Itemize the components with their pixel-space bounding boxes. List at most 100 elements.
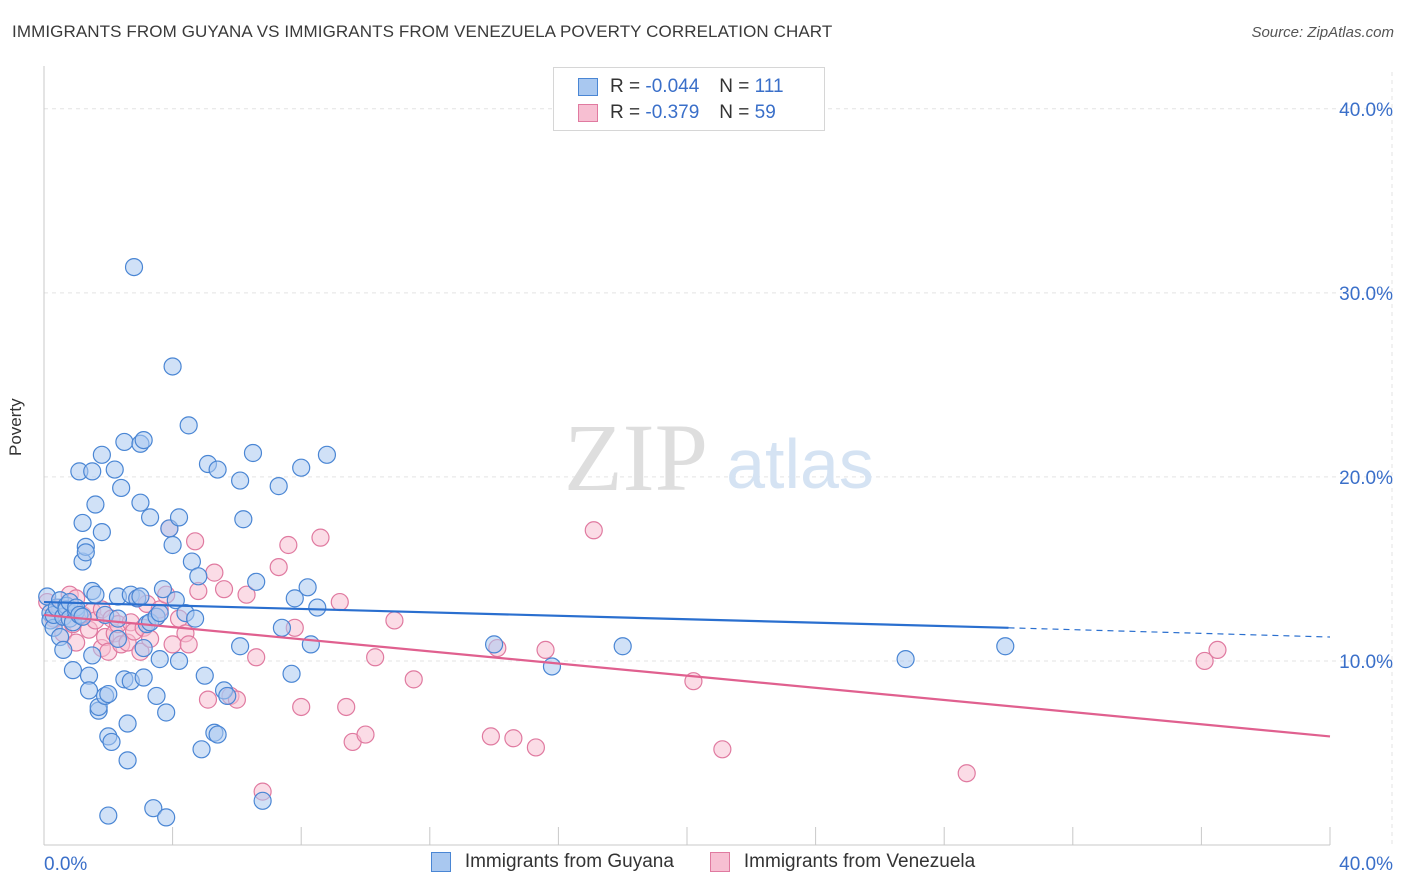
guyana-point [285, 589, 304, 608]
trend-lines [43, 600, 1331, 738]
guyana-point [195, 666, 214, 685]
venezuela-point [330, 592, 349, 612]
guyana-point [131, 493, 150, 512]
venezuela-point [713, 740, 732, 759]
y-tick-label: 10.0% [1339, 652, 1393, 673]
venezuela-point [526, 738, 545, 757]
venezuela-point [957, 764, 976, 783]
guyana-swatch [578, 78, 598, 96]
guyana-point [140, 508, 160, 527]
guyana-point [234, 510, 253, 529]
guyana-point [112, 478, 131, 498]
guyana-point [115, 432, 134, 452]
venezuela-trend-line [43, 613, 1331, 738]
guyana-point [192, 740, 211, 759]
guyana-point [282, 664, 301, 683]
guyana-point [298, 578, 317, 597]
guyana-point [144, 799, 163, 818]
venezuela-point [279, 535, 298, 555]
r-value: -0.379 [645, 102, 700, 123]
guyana-point [118, 714, 137, 733]
venezuela-point [205, 563, 224, 582]
guyana-point [189, 567, 208, 586]
guyana-trend-extension [1008, 627, 1331, 638]
venezuela-point [198, 690, 218, 709]
venezuela-point [1208, 640, 1227, 660]
guyana-point [179, 416, 198, 435]
legend-item-guyana: Immigrants from Guyana [430, 851, 674, 873]
r-label: R = [610, 76, 641, 97]
guyana-point [99, 806, 118, 825]
guyana-point [105, 460, 124, 479]
guyana-point [243, 443, 263, 463]
venezuela-point [584, 521, 603, 540]
guyana-point [157, 808, 176, 827]
guyana-point [896, 650, 915, 669]
guyana-point [108, 629, 128, 648]
guyana-point [134, 430, 153, 450]
legend-label-venezuela: Immigrants from Venezuela [743, 851, 976, 872]
guyana-point [218, 686, 237, 706]
n-label: N = [719, 76, 750, 97]
y-axis-label: Poverty [6, 398, 25, 456]
y-tick-label: 20.0% [1339, 468, 1393, 489]
guyana-point [108, 609, 128, 628]
guyana-point [134, 668, 153, 687]
venezuela-point [237, 585, 256, 604]
venezuela-points [38, 519, 1227, 801]
y-tick-label: 40.0% [1339, 100, 1393, 121]
chart-title: IMMIGRANTS FROM GUYANA VS IMMIGRANTS FRO… [12, 22, 833, 41]
guyana-point [73, 607, 92, 626]
series-legend: Immigrants from Guyana Immigrants from V… [0, 851, 1406, 873]
venezuela-legend-swatch [709, 852, 730, 872]
legend-row-venezuela: R = -0.379 N = 59 [578, 100, 776, 126]
guyana-points [38, 257, 1015, 827]
n-value: 59 [754, 102, 776, 123]
guyana-point [208, 725, 227, 744]
venezuela-point [247, 648, 266, 667]
guyana-point [124, 257, 144, 277]
axes [43, 66, 1331, 846]
guyana-legend-swatch [430, 852, 451, 872]
guyana-point [163, 357, 182, 376]
guyana-point [102, 732, 121, 752]
guyana-point [292, 458, 311, 477]
guyana-point [92, 445, 111, 464]
guyana-point [63, 661, 83, 680]
guyana-point [157, 703, 176, 722]
guyana-point [996, 637, 1015, 656]
guyana-point [272, 618, 292, 637]
guyana-point [253, 791, 272, 810]
guyana-point [169, 508, 189, 527]
venezuela-point [214, 580, 234, 599]
guyana-point [150, 603, 169, 623]
venezuela-point [186, 532, 205, 551]
guyana-point [208, 460, 227, 479]
watermark: ZIP atlas [564, 404, 874, 511]
tick-labels: 10.0% 20.0% 30.0% 40.0% 0.0% 40.0% [44, 100, 1393, 875]
guyana-point [269, 477, 288, 496]
guyana-point [186, 609, 205, 628]
venezuela-point [311, 528, 330, 547]
grid-lines [44, 72, 1393, 845]
legend-row-guyana: R = -0.044 N = 111 [578, 74, 784, 100]
n-value: 111 [754, 76, 784, 97]
x-tick-label-min: 0.0% [44, 854, 87, 875]
venezuela-point [385, 611, 404, 630]
guyana-point [169, 651, 189, 671]
r-value: -0.044 [645, 76, 700, 97]
venezuela-point [292, 697, 311, 717]
guyana-point [79, 681, 99, 700]
guyana-point [613, 637, 632, 656]
watermark-atlas: atlas [726, 425, 874, 503]
y-tick-label: 30.0% [1339, 284, 1393, 305]
venezuela-point [179, 635, 198, 654]
guyana-point [231, 471, 250, 490]
source-credit: Source: ZipAtlas.com [1251, 24, 1394, 41]
guyana-point [153, 580, 173, 599]
venezuela-swatch [578, 104, 598, 122]
guyana-point [99, 684, 118, 704]
guyana-point [147, 686, 166, 706]
venezuela-point [269, 557, 288, 577]
